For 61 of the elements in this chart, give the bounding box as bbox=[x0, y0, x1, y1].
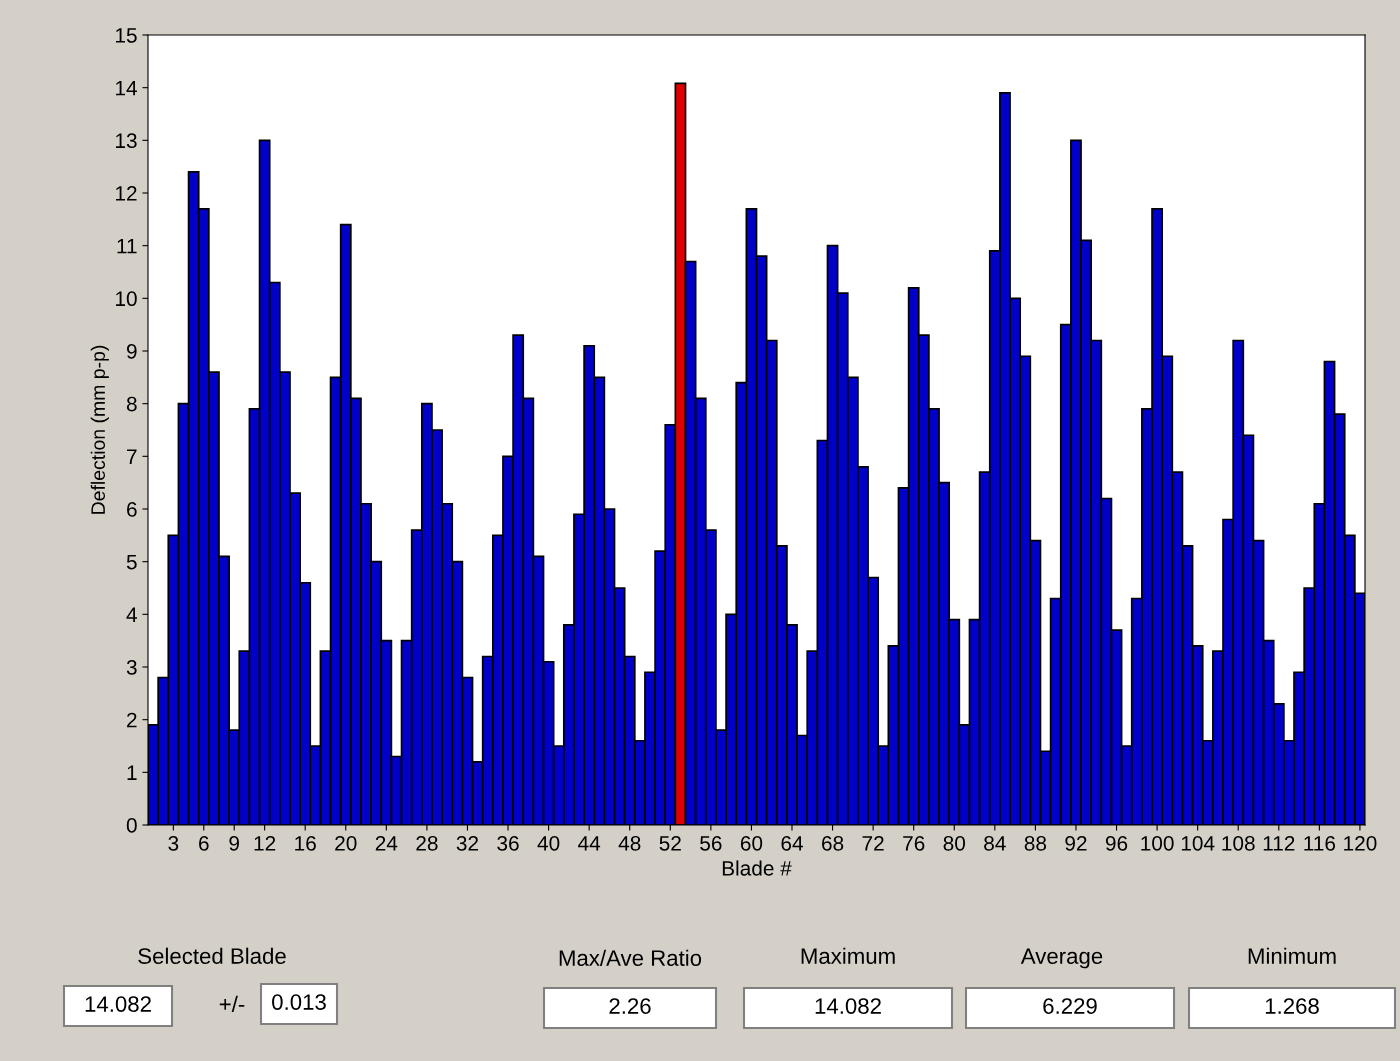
y-tick-label: 0 bbox=[126, 818, 137, 833]
x-tick-label: 112 bbox=[1263, 835, 1295, 851]
x-tick-label: 88 bbox=[1024, 835, 1047, 851]
x-tick-label: 100 bbox=[1141, 835, 1174, 851]
x-tick-label: 3 bbox=[168, 835, 179, 851]
y-tick-label: 10 bbox=[116, 291, 137, 307]
y-tick-label: 15 bbox=[116, 28, 137, 43]
text: 14.082 bbox=[85, 996, 151, 1012]
x-tick-label: 24 bbox=[375, 835, 398, 851]
x-tick-label: 20 bbox=[335, 835, 357, 851]
text: Maximum bbox=[801, 947, 895, 964]
text: Minimum bbox=[1248, 947, 1336, 964]
x-tick-label: 9 bbox=[229, 835, 240, 851]
x-tick-label: 40 bbox=[537, 835, 560, 851]
text: Average bbox=[1020, 948, 1103, 969]
x-tick-label: 92 bbox=[1065, 835, 1087, 851]
text: Max/Ave Ratio bbox=[559, 949, 702, 966]
y-tick-label: 13 bbox=[116, 133, 137, 149]
x-tick-label: 120 bbox=[1344, 835, 1377, 851]
text: 1.268 bbox=[1265, 998, 1319, 1014]
y-tick-label: 5 bbox=[126, 554, 137, 570]
x-tick-label: 80 bbox=[943, 835, 966, 851]
x-tick-label: 6 bbox=[199, 835, 209, 851]
text: 14.082 bbox=[815, 998, 881, 1014]
y-tick-label: 7 bbox=[127, 449, 137, 464]
y-tick-label: 11 bbox=[117, 238, 137, 254]
y-tick-label: 14 bbox=[116, 80, 137, 96]
x-tick-label: 36 bbox=[497, 835, 519, 851]
x-tick-label: 64 bbox=[781, 835, 803, 851]
y-tick-label: 9 bbox=[126, 344, 137, 359]
y-tick-label: 1 bbox=[127, 765, 137, 780]
text: +/- bbox=[219, 995, 245, 1012]
x-tick-label: 72 bbox=[862, 835, 884, 851]
x-tick-label: 56 bbox=[700, 835, 722, 851]
x-axis-title: Blade # bbox=[722, 860, 792, 876]
x-tick-label: 12 bbox=[254, 835, 276, 851]
x-tick-label: 68 bbox=[822, 835, 844, 851]
x-tick-label: 104 bbox=[1181, 835, 1215, 851]
y-tick-label: 4 bbox=[126, 607, 137, 622]
x-tick-label: 84 bbox=[984, 835, 1006, 851]
text: 6.229 bbox=[1043, 998, 1097, 1014]
y-tick-label: 8 bbox=[126, 396, 137, 412]
x-tick-label: 48 bbox=[618, 835, 641, 851]
x-tick-label: 16 bbox=[295, 835, 316, 851]
x-tick-label: 108 bbox=[1222, 835, 1255, 851]
text: 2.26 bbox=[609, 998, 651, 1014]
y-tick-label: 6 bbox=[127, 502, 137, 517]
x-tick-label: 116 bbox=[1304, 835, 1336, 851]
text: 0.013 bbox=[272, 994, 326, 1010]
y-axis-title: Deflection (mm p-p) bbox=[90, 345, 109, 514]
text: Selected Blade bbox=[138, 947, 286, 964]
y-tick-label: 12 bbox=[116, 186, 137, 201]
x-tick-label: 96 bbox=[1105, 835, 1128, 851]
x-tick-label: 52 bbox=[659, 835, 681, 851]
x-tick-label: 28 bbox=[416, 835, 438, 851]
x-tick-label: 32 bbox=[456, 835, 478, 851]
y-tick-label: 2 bbox=[127, 712, 137, 728]
x-tick-label: 44 bbox=[578, 836, 601, 851]
x-tick-label: 60 bbox=[740, 835, 763, 851]
x-tick-label: 76 bbox=[903, 835, 925, 851]
y-tick-label: 3 bbox=[126, 660, 137, 675]
